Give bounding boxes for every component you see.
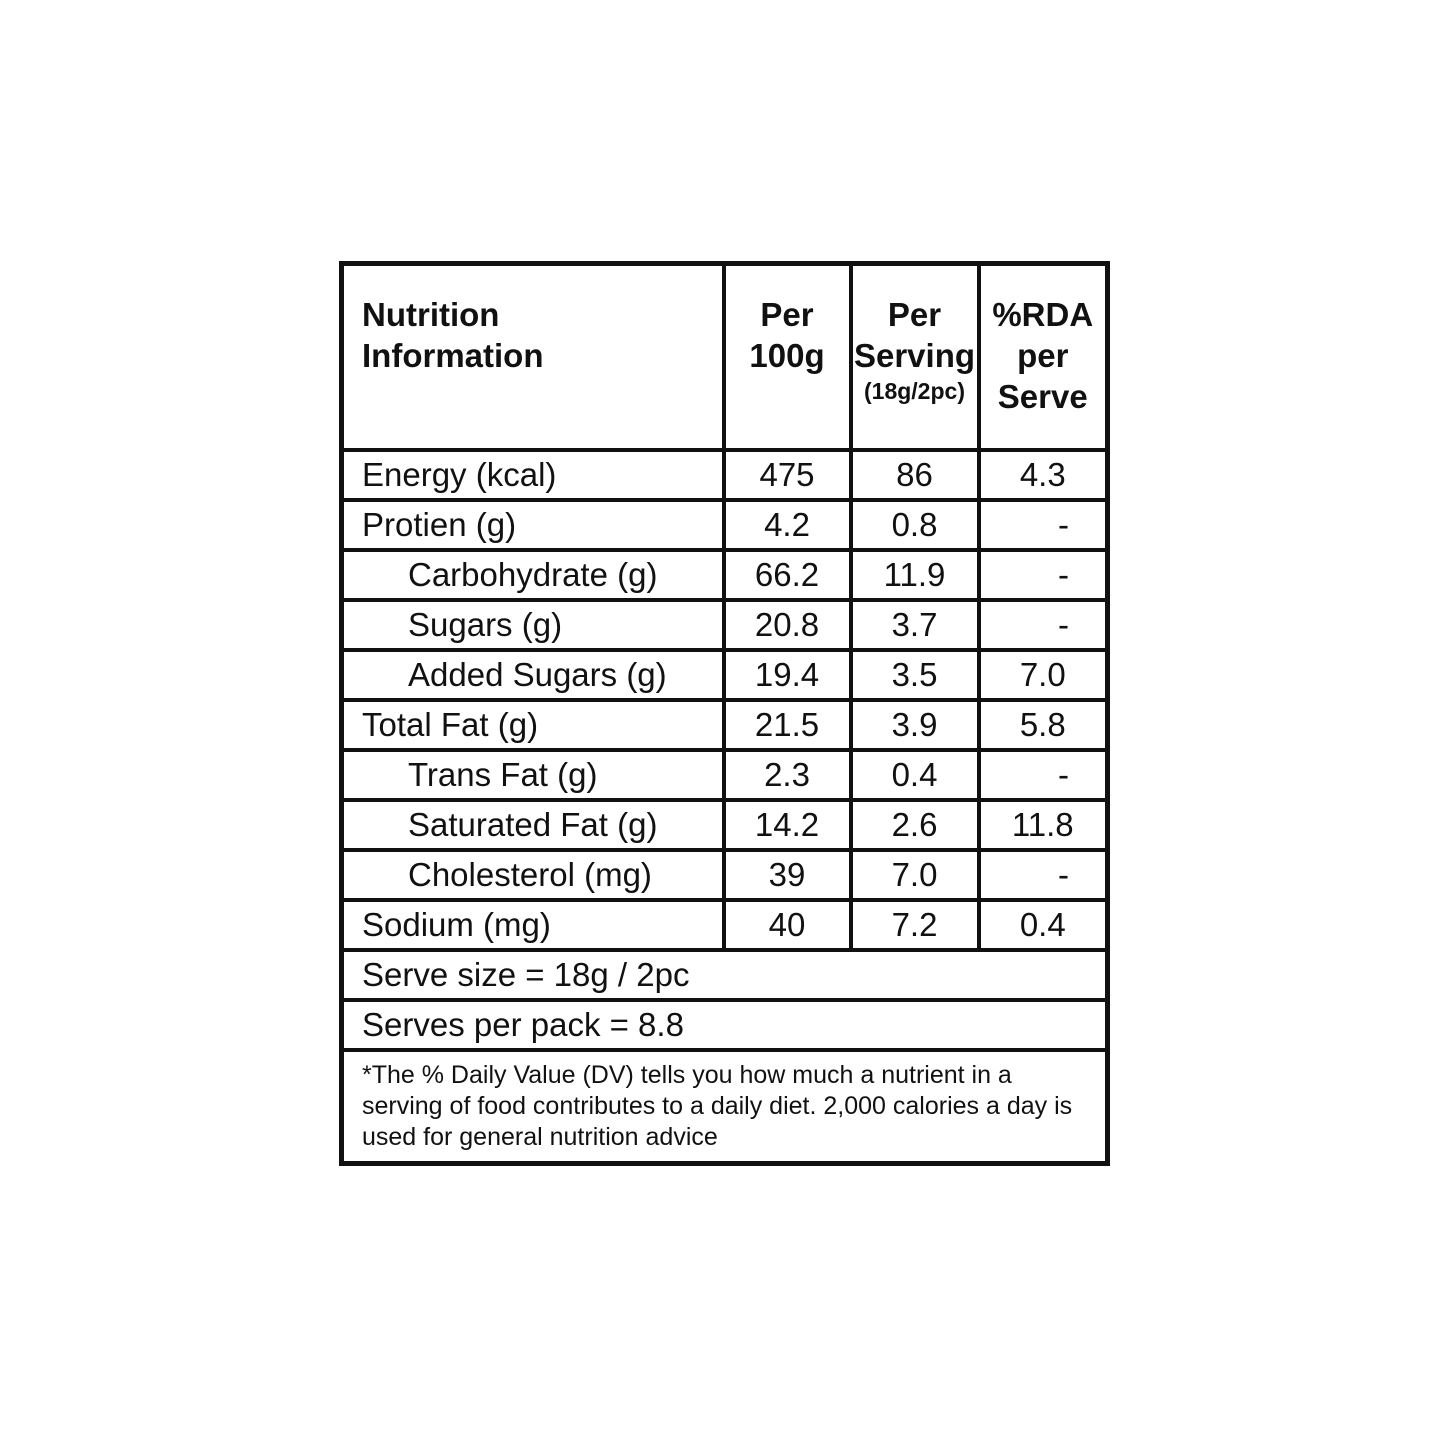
- header-row: Nutrition Information Per 100g Per Serving (…: [339, 261, 1110, 452]
- rda-value: 7.0: [976, 648, 1110, 702]
- per-100g-value: 40: [721, 898, 853, 952]
- per-serving-value: 0.8: [848, 498, 981, 552]
- nutrient-name: Sugars (g): [339, 598, 726, 652]
- nutrient-name: Energy (kcal): [339, 448, 726, 502]
- per-serving-value: 7.0: [848, 848, 981, 902]
- header-text: per: [1017, 337, 1069, 374]
- per-serving-value: 3.7: [848, 598, 981, 652]
- header-text: Per: [887, 296, 942, 333]
- rda-value: -: [976, 598, 1110, 652]
- per-100g-value: 2.3: [721, 748, 853, 802]
- rda-value: -: [976, 548, 1110, 602]
- rda-value: 5.8: [976, 698, 1110, 752]
- per-100g-value: 475: [721, 448, 853, 502]
- table-row: Energy (kcal) 475 86 4.3: [339, 448, 1110, 502]
- header-text: 100g: [749, 337, 825, 374]
- rda-value: -: [976, 848, 1110, 902]
- nutrient-name: Protien (g): [339, 498, 726, 552]
- table-row: Trans Fat (g) 2.3 0.4-: [339, 748, 1110, 802]
- serves-per-pack: Serves per pack = 8.8: [339, 998, 1110, 1052]
- per-serving-value: 2.6: [848, 798, 981, 852]
- nutrient-name: Cholesterol (mg): [339, 848, 726, 902]
- per-100g-value: 66.2: [721, 548, 853, 602]
- per-serving-value: 0.4: [848, 748, 981, 802]
- nutrient-name: Sodium (mg): [339, 898, 726, 952]
- table-row: Saturated Fat (g) 14.2 2.6 11.8: [339, 798, 1110, 852]
- nutrient-name: Trans Fat (g): [339, 748, 726, 802]
- header-per-serving: Per Serving (18g/2pc): [848, 261, 981, 452]
- table-row: Total Fat (g) 21.5 3.9 5.8: [339, 698, 1110, 752]
- table-row: Protien (g) 4.2 0.8-: [339, 498, 1110, 552]
- table-row: Cholesterol (mg) 39 7.0-: [339, 848, 1110, 902]
- title-line: Nutrition: [362, 296, 500, 333]
- header-title: Nutrition Information: [339, 261, 726, 452]
- per-serving-value: 3.9: [848, 698, 981, 752]
- table-row: Sodium (mg) 40 7.2 0.4: [339, 898, 1110, 952]
- per-100g-value: 4.2: [721, 498, 853, 552]
- footnote-row: *The % Daily Value (DV) tells you how mu…: [339, 1048, 1110, 1166]
- table-row: Added Sugars (g) 19.4 3.5 7.0: [339, 648, 1110, 702]
- rda-value: 0.4: [976, 898, 1110, 952]
- table-row: Carbohydrate (g) 66.2 11.9-: [339, 548, 1110, 602]
- header-text: %RDA: [992, 296, 1094, 333]
- per-100g-value: 14.2: [721, 798, 853, 852]
- per-100g-value: 19.4: [721, 648, 853, 702]
- per-100g-value: 20.8: [721, 598, 853, 652]
- header-subtext: (18g/2pc): [864, 378, 965, 404]
- per-serving-value: 11.9: [848, 548, 981, 602]
- nutrient-name: Carbohydrate (g): [339, 548, 726, 602]
- per-serving-value: 86: [848, 448, 981, 502]
- rda-value: 11.8: [976, 798, 1110, 852]
- per-100g-value: 21.5: [721, 698, 853, 752]
- serves-per-pack-row: Serves per pack = 8.8: [339, 998, 1110, 1052]
- header-text: Serve: [997, 378, 1088, 415]
- per-serving-value: 3.5: [848, 648, 981, 702]
- serve-size: Serve size = 18g / 2pc: [339, 948, 1110, 1002]
- nutrient-name: Total Fat (g): [339, 698, 726, 752]
- per-100g-value: 39: [721, 848, 853, 902]
- per-serving-value: 7.2: [848, 898, 981, 952]
- serve-size-row: Serve size = 18g / 2pc: [339, 948, 1110, 1002]
- title-line: Information: [362, 337, 544, 374]
- header-rda: %RDA per Serve: [976, 261, 1110, 452]
- nutrition-table: Nutrition Information Per 100g Per Serving (…: [339, 261, 1110, 1166]
- rda-value: 4.3: [976, 448, 1110, 502]
- header-per-100g: Per 100g: [721, 261, 853, 452]
- rda-value: -: [976, 748, 1110, 802]
- table-row: Sugars (g) 20.8 3.7-: [339, 598, 1110, 652]
- nutrient-name: Saturated Fat (g): [339, 798, 726, 852]
- nutrient-name: Added Sugars (g): [339, 648, 726, 702]
- header-text: Per: [760, 296, 814, 333]
- footnote: *The % Daily Value (DV) tells you how mu…: [339, 1048, 1110, 1166]
- header-text: Serving: [853, 337, 976, 374]
- rda-value: -: [976, 498, 1110, 552]
